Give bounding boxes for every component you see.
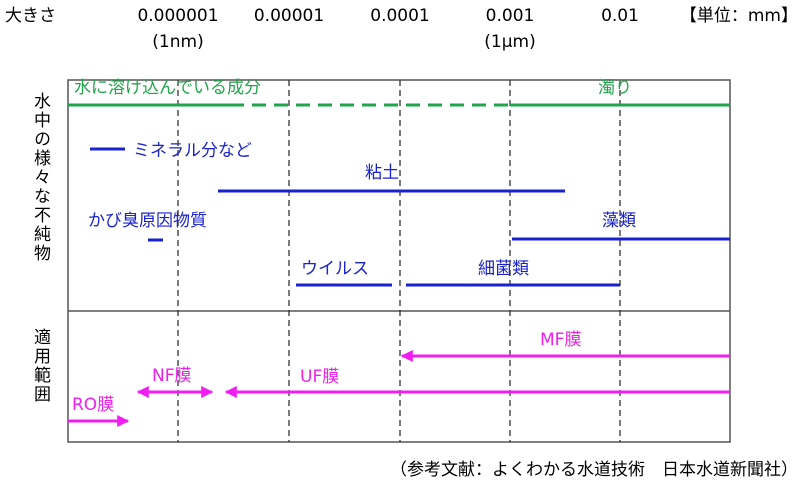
blue-bars xyxy=(90,147,730,287)
unit: 【単位：mm】 xyxy=(680,6,798,26)
item-label: ミネラル分など xyxy=(133,141,252,161)
size-tick: 0.001 xyxy=(486,6,535,26)
membrane-label: NF膜 xyxy=(152,366,192,386)
item-label: かび臭原因物質 xyxy=(88,211,207,231)
size-tick: 0.0001 xyxy=(370,6,429,26)
size-label: 大きさ xyxy=(5,6,56,26)
membrane-label: MF膜 xyxy=(540,330,581,350)
item-label: 濁り xyxy=(598,78,632,98)
item-label: 水に溶け込んでいる成分 xyxy=(74,78,261,98)
section-label: 水中の様々な不純物 xyxy=(30,92,51,263)
item-label: 藻類 xyxy=(602,211,636,231)
item-label: ウイルス xyxy=(301,259,369,279)
item-label: 粘土 xyxy=(365,163,399,183)
size-sub: (1μm) xyxy=(484,32,535,52)
source: （参考文献：よくわかる水道技術 日本水道新聞社） xyxy=(390,460,798,480)
frame xyxy=(67,79,731,443)
membrane-label: RO膜 xyxy=(72,395,114,415)
membrane-arrows xyxy=(68,350,730,427)
section-label: 適用範囲 xyxy=(30,328,51,404)
item-label: 細菌類 xyxy=(478,259,529,279)
size-tick: 0.01 xyxy=(601,6,639,26)
membrane-label: UF膜 xyxy=(300,367,339,387)
size-tick: 0.00001 xyxy=(254,6,324,26)
size-tick: 0.000001 xyxy=(137,6,218,26)
size-sub: (1nm) xyxy=(152,32,203,52)
